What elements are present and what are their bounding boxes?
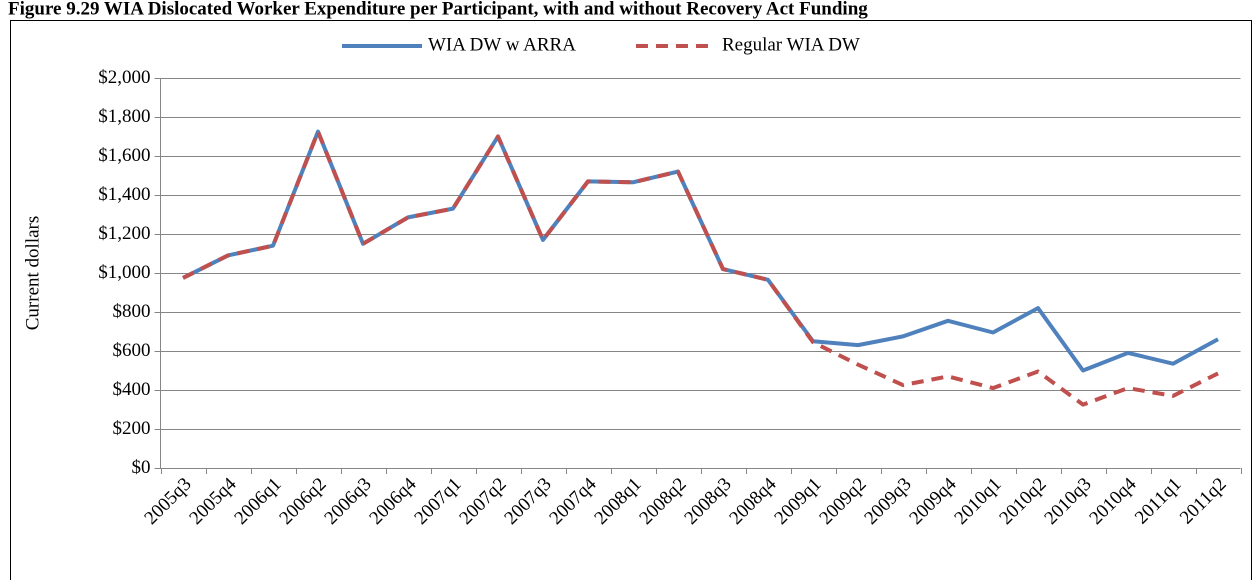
x-tick-label: 2009q4 (905, 473, 961, 529)
chart-frame (10, 20, 1252, 580)
x-tick-label: 2008q3 (680, 474, 735, 529)
y-tick-label: $2,000 (98, 67, 150, 88)
chart-title: Figure 9.29 WIA Dislocated Worker Expend… (8, 0, 868, 19)
series-line (182, 129, 1219, 373)
y-tick-label: $1,400 (98, 184, 150, 205)
x-tick-label: 2007q2 (455, 474, 510, 529)
x-tick-label: 2005q3 (140, 474, 195, 529)
y-tick-label: $1,600 (98, 145, 150, 166)
lines (182, 129, 1219, 407)
x-tick-label: 2008q2 (635, 474, 690, 529)
x-tick-label: 2010q2 (995, 474, 1050, 529)
legend-label: WIA DW w ARRA (428, 34, 576, 55)
x-tick-label: 2006q2 (275, 474, 330, 529)
legend: WIA DW w ARRA Regular WIA DW (342, 34, 860, 55)
x-tick-label: 2006q3 (320, 474, 375, 529)
x-tick-label: 2006q4 (365, 473, 421, 529)
x-tick-label: 2011q2 (1176, 474, 1231, 529)
y-tick-label: $600 (113, 340, 151, 361)
y-tick-label: $1,000 (98, 262, 150, 283)
x-tick-label: 2009q3 (860, 474, 915, 529)
y-tick-label: $0 (132, 457, 151, 478)
x-tick-label: 2009q1 (770, 474, 825, 529)
grid (160, 78, 1241, 469)
x-tick-label: 2010q1 (950, 474, 1005, 529)
axes: $0 $200 $400 $600 $800 $1,000 $1,200 $1,400 $1,6… (98, 67, 1242, 529)
y-tick-label: $1,200 (98, 223, 150, 244)
y-tick-label: $400 (113, 379, 151, 400)
x-tick-label: 2011q1 (1131, 474, 1186, 529)
x-tick-label: 2010q4 (1085, 473, 1141, 529)
x-tick-label: 2008q4 (725, 473, 781, 529)
x-tick-label: 2007q1 (410, 474, 465, 529)
y-tick-label: $800 (113, 301, 151, 322)
y-tick-label: $1,800 (98, 106, 150, 127)
x-tick-label: 2009q2 (815, 474, 870, 529)
y-axis-label: Current dollars (22, 216, 43, 331)
legend-label: Regular WIA DW (722, 34, 860, 55)
y-tick-label: $200 (113, 418, 151, 439)
series-line (182, 129, 1219, 407)
x-tick-label: 2008q1 (590, 474, 645, 529)
x-tick-label: 2007q4 (545, 473, 601, 529)
x-tick-label: 2007q3 (500, 474, 555, 529)
x-tick-label: 2005q4 (185, 473, 241, 529)
x-tick-label: 2010q3 (1040, 474, 1095, 529)
x-tick-label: 2006q1 (230, 474, 285, 529)
